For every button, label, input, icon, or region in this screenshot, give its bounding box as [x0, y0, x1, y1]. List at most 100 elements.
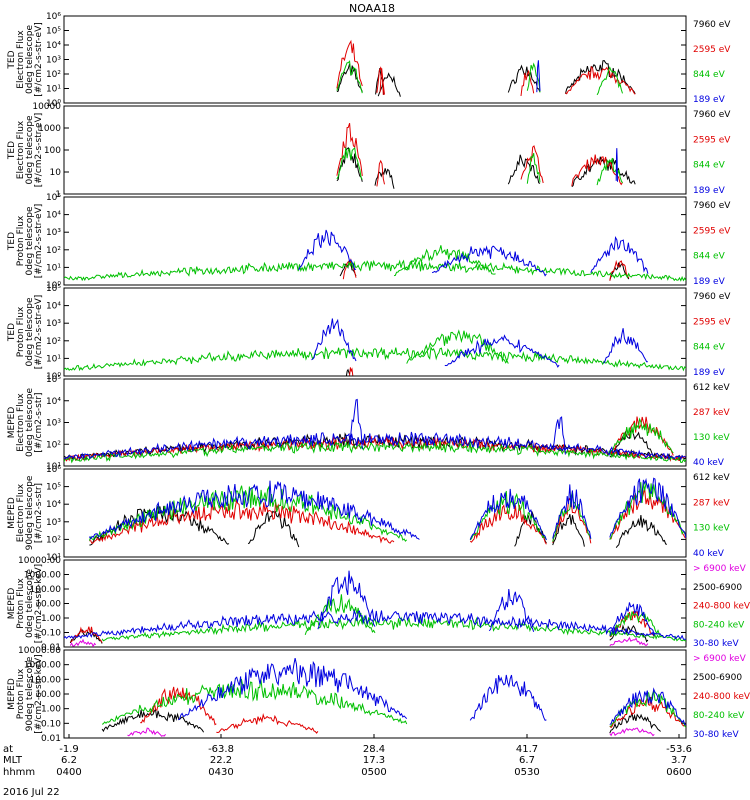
- plot-frame: [63, 15, 687, 104]
- y-tick-label: 10²: [46, 440, 61, 450]
- y-tick-label: 0.01: [41, 643, 61, 653]
- y-tick-label: 10⁴: [46, 41, 61, 51]
- series-trace: [64, 439, 686, 464]
- y-tick-label: 10¹: [46, 553, 61, 563]
- y-axis-label: 0deg telescope: [25, 115, 35, 185]
- series-trace: [571, 156, 636, 188]
- y-axis-label: 0deg telescope: [25, 569, 35, 639]
- series-trace: [603, 328, 648, 364]
- series-trace: [377, 72, 401, 97]
- y-tick-label: 10³: [46, 419, 61, 429]
- x-tick-label-hhmm: 0400: [56, 767, 81, 778]
- panel-4: 10⁰ 10¹ 10² 10³ 10⁴ 10⁵ TED Proton Flux 0deg tel…: [7, 284, 731, 382]
- series-trace: [609, 602, 655, 636]
- y-axis-label: TED: [7, 232, 17, 251]
- series-trace: [216, 712, 319, 734]
- y-axis-label: MEPED: [7, 497, 17, 529]
- series-trace: [520, 69, 535, 97]
- legend-entry: 189 eV: [693, 186, 726, 196]
- legend-entry: 189 eV: [693, 95, 726, 105]
- series-trace: [609, 712, 661, 734]
- series-trace: [317, 570, 376, 630]
- y-axis-label: Proton Flux: [16, 668, 26, 719]
- series-trace: [70, 626, 103, 643]
- series-trace: [376, 66, 385, 95]
- series-trace: [89, 499, 395, 545]
- x-tick-label-lat: -53.6: [666, 744, 692, 755]
- legend-entry: 844 eV: [693, 252, 726, 262]
- date-label: 2016 Jul 22: [3, 787, 60, 798]
- series-trace: [609, 611, 655, 638]
- series-trace: [565, 65, 636, 95]
- data-traces: [64, 318, 686, 376]
- panel-6: 10¹ 10² 10³ 10⁴ 10⁵ 10⁶ MEPED Electron Flux 90de…: [7, 465, 730, 563]
- legend-entry: > 6900 keV: [693, 564, 747, 574]
- y-tick-label: 100: [44, 146, 61, 156]
- x-row-label: MLT: [3, 755, 23, 766]
- y-tick-label: 1000: [38, 124, 61, 134]
- legend-entry: 80-240 keV: [693, 711, 745, 721]
- legend-entry: 30-80 keV: [693, 730, 739, 740]
- y-axis-label: [#/cm2-s-str]: [34, 392, 44, 452]
- y-tick-label: 10⁴: [46, 397, 61, 407]
- series-trace: [526, 62, 541, 93]
- y-tick-label: 10⁰: [46, 99, 61, 109]
- series-trace: [345, 368, 351, 376]
- series-trace: [469, 488, 547, 541]
- y-tick-label: 10: [50, 168, 62, 178]
- x-tick-label-mlt: 6.7: [519, 755, 535, 766]
- series-trace: [393, 245, 496, 277]
- y-axis-label: 0deg telescope: [25, 206, 35, 276]
- series-trace: [101, 678, 408, 725]
- series-trace: [336, 147, 363, 180]
- y-axis-label: [#/cm2-s-str-keV]: [34, 564, 44, 643]
- y-tick-label: 1.00: [41, 705, 61, 715]
- legend-entry: 189 eV: [693, 277, 726, 287]
- y-axis-label: MEPED: [7, 588, 17, 620]
- legend-entry: 7960 eV: [693, 201, 731, 211]
- legend-entry: 2595 eV: [693, 135, 731, 145]
- y-axis-label: Electron Flux: [16, 120, 26, 179]
- legend-entry: 287 keV: [693, 408, 730, 418]
- series-trace: [552, 497, 592, 544]
- y-axis-label: [#/cm2-s-str-eV]: [34, 204, 44, 279]
- series-trace: [609, 416, 674, 456]
- x-tick-label-mlt: 17.3: [363, 755, 385, 766]
- series-trace: [101, 708, 205, 733]
- data-traces: [88, 477, 686, 549]
- x-tick-label-lat: 28.4: [363, 744, 385, 755]
- y-tick-label: 1000.00: [24, 571, 61, 581]
- x-tick-label-mlt: 6.2: [61, 755, 77, 766]
- legend-entry: 2500-6900: [693, 583, 742, 593]
- x-tick-label-lat: 41.7: [516, 744, 538, 755]
- series-trace: [469, 490, 547, 541]
- y-tick-label: 10¹: [46, 462, 61, 472]
- legend-entry: 130 keV: [693, 433, 730, 443]
- legend-entry: 844 eV: [693, 161, 726, 171]
- plot-frame: [63, 196, 687, 286]
- legend-entry: 80-240 keV: [693, 620, 745, 630]
- series-trace: [615, 514, 668, 549]
- data-traces: [336, 122, 636, 189]
- series-trace: [69, 638, 97, 647]
- y-tick-label: 1.00: [41, 614, 61, 624]
- panel-5: 10¹ 10² 10³ 10⁴ 10⁵ MEPED Electron Flux 0deg te…: [7, 375, 730, 472]
- series-trace: [590, 235, 649, 274]
- series-trace: [536, 60, 541, 93]
- y-tick-label: 10000: [32, 102, 61, 112]
- series-trace: [311, 318, 357, 362]
- y-tick-label: 1: [55, 190, 61, 200]
- chart-title: NOAA18: [349, 2, 395, 15]
- y-tick-label: 10¹: [46, 85, 61, 95]
- legend-entry: 240-800 keV: [693, 602, 750, 612]
- legend-entry: 189 eV: [693, 368, 726, 378]
- series-trace: [609, 727, 655, 737]
- series-trace: [406, 329, 509, 364]
- x-tick-label-lat: -63.8: [208, 744, 234, 755]
- y-tick-label: 10⁰: [46, 372, 61, 382]
- y-axis-label: MEPED: [7, 678, 17, 710]
- y-tick-label: 10⁵: [46, 375, 61, 385]
